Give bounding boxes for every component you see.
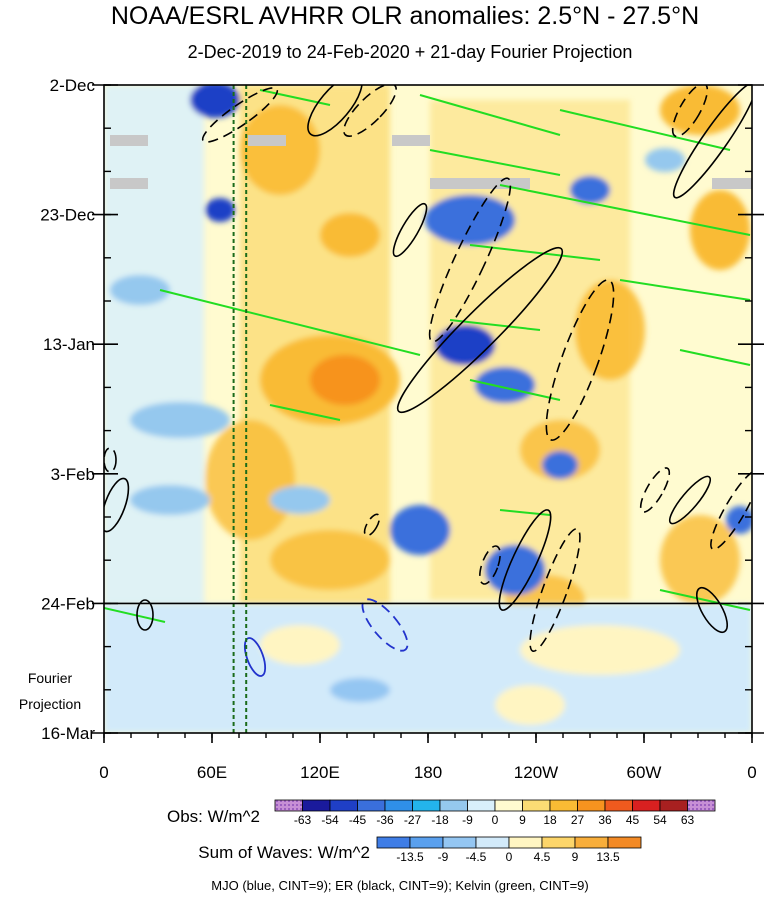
- colorbar-level-label: 18: [543, 813, 557, 827]
- projection-label-line2: Projection: [19, 696, 81, 712]
- colorbar-level-label: -54: [321, 813, 339, 827]
- colorbar-box: [467, 799, 496, 812]
- x-tick-label: 120W: [514, 763, 558, 782]
- y-tick-label: 3-Feb: [51, 465, 95, 484]
- colorbar-box: [412, 799, 441, 812]
- colorbar-level-label: 0: [492, 813, 499, 827]
- colorbar-box: [541, 836, 576, 849]
- mjo-contours: [243, 598, 409, 677]
- colorbar-level-label: 9: [519, 813, 526, 827]
- er-wave-contours: [104, 85, 752, 634]
- colorbar-level-label: -45: [349, 813, 367, 827]
- colorbar-box: [687, 799, 716, 812]
- colorbar-box: [659, 799, 688, 812]
- colorbar-level-label: -27: [404, 813, 422, 827]
- colorbar-level-label: -9: [438, 850, 449, 864]
- reference-lines: [232, 85, 248, 733]
- colorbar-box: [409, 836, 444, 849]
- x-tick-label: 0: [747, 763, 756, 782]
- colorbar-level-label: 36: [598, 813, 612, 827]
- colorbar-level-label: 63: [681, 813, 695, 827]
- colorbar-box: [442, 836, 477, 849]
- x-axis-ticks: 0 60E 120E 180 120W 60W 0: [99, 733, 757, 782]
- colorbar-level-label: -36: [376, 813, 394, 827]
- colorbar-level-label: 45: [626, 813, 640, 827]
- colorbar-box: [376, 836, 411, 849]
- y-tick-label: 23-Dec: [40, 206, 95, 225]
- legend-footnote: MJO (blue, CINT=9); ER (black, CINT=9); …: [211, 878, 588, 893]
- colorbar-box: [357, 799, 386, 812]
- y-tick-label: 13-Jan: [43, 335, 95, 354]
- colorbar-box: [549, 799, 578, 812]
- colorbar-box: [274, 799, 303, 812]
- colorbar-level-label: -13.5: [396, 850, 424, 864]
- y-tick-label: 2-Dec: [50, 76, 96, 95]
- colorbar-box: [632, 799, 661, 812]
- plot-area: 2-Dec 23-Dec 13-Jan 3-Feb 24-Feb 16-Mar 0 60E 1…: [19, 76, 764, 782]
- y-axis-ticks: 2-Dec 23-Dec 13-Jan 3-Feb 24-Feb 16-Mar: [40, 76, 764, 743]
- obs-colorbar: Obs: W/m^2 -63 -54 -45 -36 -27 -18 -9 0 9 18 27 36 4…: [167, 799, 716, 827]
- chart-subtitle: 2-Dec-2019 to 24-Feb-2020 + 21-day Fouri…: [188, 42, 633, 62]
- chart-title: NOAA/ESRL AVHRR OLR anomalies: 2.5°N - 2…: [111, 2, 699, 30]
- colorbar-level-label: 27: [571, 813, 585, 827]
- waves-colorbar-label: Sum of Waves: W/m^2: [198, 843, 370, 862]
- missing-data-bars: [110, 135, 752, 189]
- colorbar-level-label: -18: [431, 813, 449, 827]
- colorbar-level-label: -63: [294, 813, 312, 827]
- colorbar-box: [574, 836, 609, 849]
- colorbar-box: [508, 836, 543, 849]
- colorbar-level-label: -4.5: [466, 850, 487, 864]
- colorbar-box: [384, 799, 413, 812]
- colorbar-level-label: 0: [506, 850, 513, 864]
- x-tick-label: 60E: [197, 763, 227, 782]
- colorbar-box: [329, 799, 358, 812]
- colorbar-box: [607, 836, 642, 849]
- colorbar-box: [475, 836, 510, 849]
- x-tick-label: 120E: [300, 763, 340, 782]
- x-tick-label: 180: [414, 763, 442, 782]
- x-tick-label: 60W: [627, 763, 662, 782]
- colorbar-box: [439, 799, 468, 812]
- colorbar-box: [522, 799, 551, 812]
- colorbar-level-label: 54: [653, 813, 667, 827]
- colorbar-level-label: 9: [572, 850, 579, 864]
- colorbar-box: [577, 799, 606, 812]
- colorbar-level-label: -9: [462, 813, 473, 827]
- waves-colorbar: Sum of Waves: W/m^2 -13.5 -9 -4.5 0 4.5 9 13.5: [198, 836, 642, 864]
- colorbar-box: [604, 799, 633, 812]
- y-tick-label: 16-Mar: [41, 724, 95, 743]
- y-tick-label: 24-Feb: [41, 594, 95, 613]
- colorbar-level-label: 13.5: [596, 850, 620, 864]
- projection-field: [104, 604, 752, 733]
- obs-colorbar-label: Obs: W/m^2: [167, 807, 260, 826]
- colorbar-level-label: 4.5: [534, 850, 551, 864]
- projection-label-line1: Fourier: [28, 670, 73, 686]
- x-tick-label: 0: [99, 763, 108, 782]
- colorbar-box: [494, 799, 523, 812]
- colorbar-box: [302, 799, 331, 812]
